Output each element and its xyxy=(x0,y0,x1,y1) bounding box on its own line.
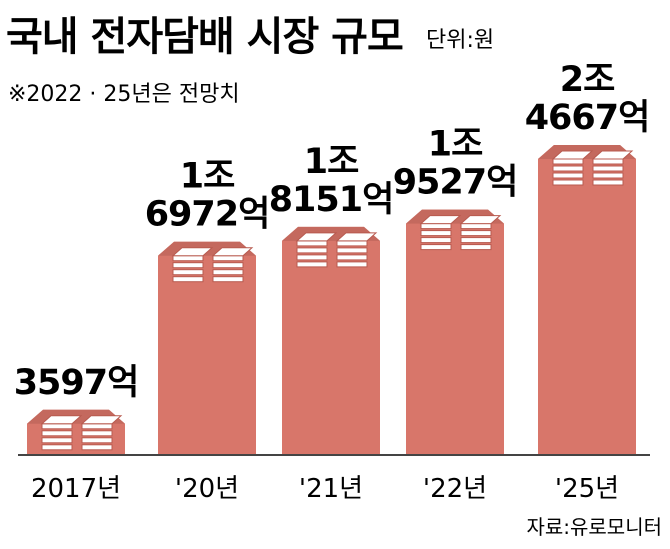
bar-1: 3597억 xyxy=(14,363,139,455)
x-axis-ticks: 2017년 '20년 '21년 '22년 '25년 xyxy=(31,474,619,504)
data-label: 2조 xyxy=(560,60,615,100)
x-tick-label: '22년 xyxy=(423,474,487,504)
chart-title: 국내 전자담배 시장 규모 xyxy=(6,14,403,60)
bar-body xyxy=(282,226,380,455)
data-label: 1조 xyxy=(304,142,359,182)
data-label: 1조 xyxy=(428,125,483,165)
money-stack-icon xyxy=(295,232,378,268)
bar-body xyxy=(406,209,504,455)
data-label: 4667억 xyxy=(525,98,650,138)
money-stack-icon xyxy=(171,247,254,283)
unit-label: 단위:원 xyxy=(426,28,494,53)
x-tick-label: 2017년 xyxy=(31,474,121,504)
x-tick-label: '25년 xyxy=(555,474,619,504)
data-label: 1조 xyxy=(180,157,235,197)
data-label: 6972억 xyxy=(145,195,270,235)
data-label: 3597억 xyxy=(14,363,139,403)
bar-body xyxy=(158,241,256,455)
data-label: 9527억 xyxy=(393,163,518,203)
x-tick-label: '21년 xyxy=(299,474,363,504)
bar-body xyxy=(538,145,636,455)
money-stack-icon xyxy=(419,215,502,251)
data-label: 8151억 xyxy=(269,180,394,220)
source-label: 자료:유로모니터 xyxy=(526,515,662,539)
forecast-note: ※2022 · 25년은 전망치 xyxy=(8,82,240,107)
money-stack-icon xyxy=(551,150,634,186)
money-stack-icon xyxy=(40,415,123,451)
x-tick-label: '20년 xyxy=(175,474,239,504)
